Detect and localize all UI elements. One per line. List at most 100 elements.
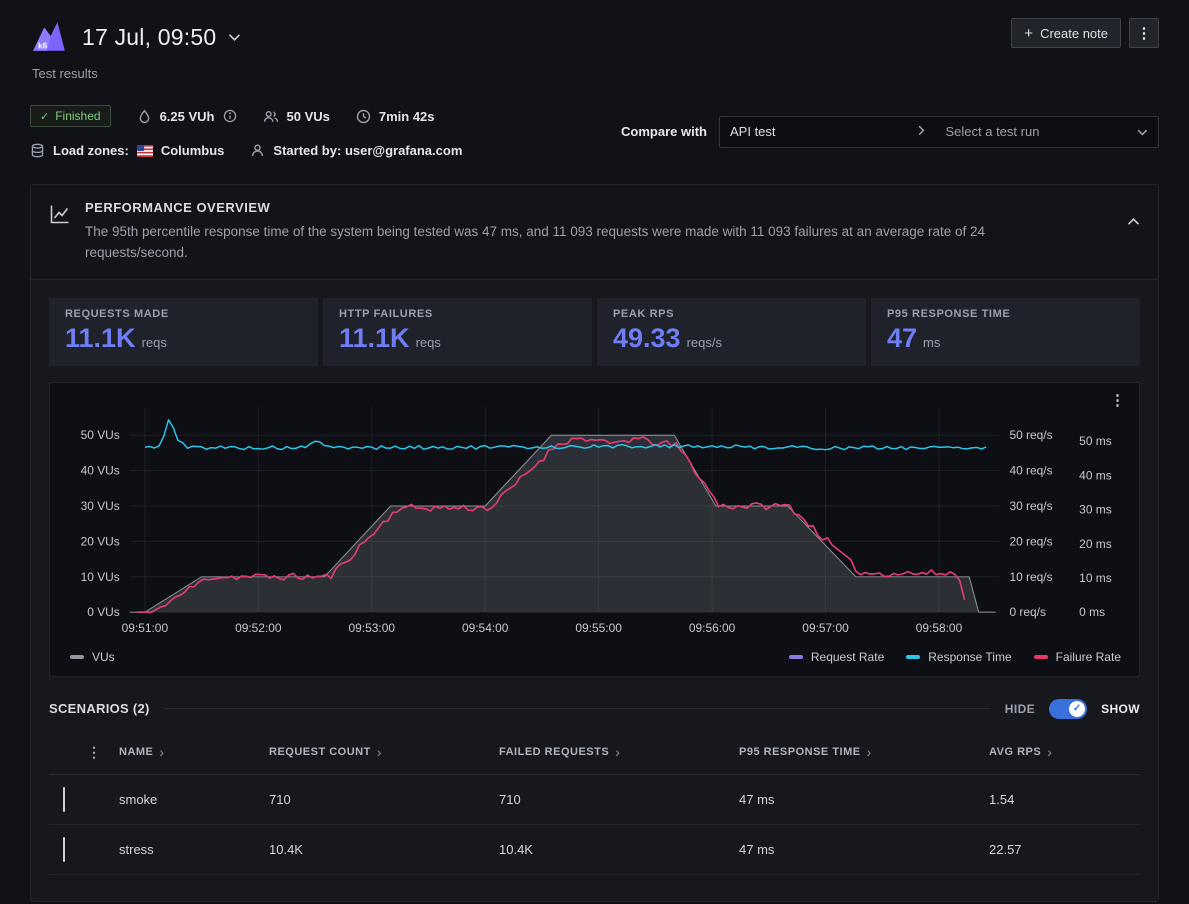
clock-icon bbox=[356, 109, 371, 124]
svg-text:20 req/s: 20 req/s bbox=[1009, 534, 1052, 548]
column-header-name[interactable]: NAME › bbox=[119, 744, 165, 761]
vuh-value: 6.25 VUh bbox=[159, 108, 215, 124]
table-header-row: ⋮ NAME › REQUEST COUNT › FAILED REQUESTS › … bbox=[49, 731, 1140, 775]
performance-overview-panel: PERFORMANCE OVERVIEW The 95th percentile… bbox=[30, 184, 1159, 902]
legend-label: Response Time bbox=[928, 649, 1012, 664]
scenarios-header: SCENARIOS (2) HIDE ✓ SHOW bbox=[49, 698, 1140, 719]
stat-p95-response-time: P95 RESPONSE TIME 47 ms bbox=[871, 297, 1140, 366]
panel-title: PERFORMANCE OVERVIEW bbox=[85, 200, 271, 215]
show-label[interactable]: SHOW bbox=[1101, 701, 1140, 716]
compare-test-value: API test bbox=[730, 124, 776, 139]
legend-swatch bbox=[70, 654, 84, 659]
svg-text:09:51:00: 09:51:00 bbox=[122, 621, 169, 635]
compare-group: Compare with API test Select a test run bbox=[621, 115, 1159, 148]
stat-http-failures: HTTP FAILURES 11.1K reqs bbox=[323, 297, 592, 366]
chart-kebab-menu[interactable]: ⋮ bbox=[1110, 391, 1125, 409]
sort-icon: › bbox=[615, 744, 621, 761]
cell-avg-rps: 1.54 bbox=[989, 791, 1015, 807]
svg-text:40 ms: 40 ms bbox=[1079, 468, 1112, 482]
database-icon bbox=[30, 143, 45, 158]
legend-item-request-rate[interactable]: Request Rate bbox=[788, 649, 885, 664]
cell-name: smoke bbox=[119, 791, 158, 807]
stat-value: 11.1K bbox=[339, 322, 410, 353]
column-header-request-count[interactable]: REQUEST COUNT › bbox=[269, 744, 383, 761]
load-zones: Load zones: Columbus bbox=[30, 143, 224, 158]
vuh-metric: 6.25 VUh bbox=[137, 109, 237, 124]
stat-requests-made: REQUESTS MADE 11.1K reqs bbox=[49, 297, 318, 366]
legend-right: Request Rate Response Time Failure Rate bbox=[788, 649, 1121, 664]
stat-value: 47 bbox=[887, 322, 918, 353]
scenarios-table: ⋮ NAME › REQUEST COUNT › FAILED REQUESTS › … bbox=[49, 731, 1140, 883]
performance-chart[interactable]: 0 VUs 0 req/s 0 ms 10 VUs 10 req/s 10 ms 20 VU… bbox=[58, 393, 1131, 648]
column-header-failed-requests[interactable]: FAILED REQUESTS › bbox=[499, 744, 621, 761]
svg-text:10 VUs: 10 VUs bbox=[81, 570, 120, 584]
cell-failed-requests: 10.4K bbox=[499, 841, 533, 857]
legend-label: VUs bbox=[92, 649, 115, 664]
legend-item-vus[interactable]: VUs bbox=[70, 650, 115, 664]
svg-text:09:58:00: 09:58:00 bbox=[916, 621, 963, 635]
column-header-avg-rps[interactable]: AVG RPS › bbox=[989, 744, 1053, 761]
stat-unit: reqs bbox=[415, 334, 441, 350]
header-kebab-menu-button[interactable]: ⋮ bbox=[1129, 18, 1159, 48]
collapse-chevron-up-icon[interactable] bbox=[1127, 214, 1140, 229]
svg-text:09:52:00: 09:52:00 bbox=[235, 621, 282, 635]
column-header-p95-response-time[interactable]: P95 RESPONSE TIME › bbox=[739, 744, 872, 761]
svg-text:0 VUs: 0 VUs bbox=[87, 605, 120, 619]
legend-label: Failure Rate bbox=[1055, 649, 1121, 664]
users-icon bbox=[263, 109, 279, 124]
started-by-value: user@grafana.com bbox=[344, 143, 463, 158]
legend-left: VUs bbox=[70, 650, 115, 664]
svg-text:09:53:00: 09:53:00 bbox=[349, 621, 396, 635]
svg-text:40 VUs: 40 VUs bbox=[81, 463, 120, 477]
panel-description: The 95th percentile response time of the… bbox=[85, 224, 986, 260]
svg-text:30 VUs: 30 VUs bbox=[81, 499, 120, 513]
stat-value: 11.1K bbox=[65, 322, 136, 353]
row-accent bbox=[63, 786, 65, 812]
show-toggle[interactable]: ✓ bbox=[1049, 698, 1088, 719]
compare-label: Compare with bbox=[621, 124, 707, 139]
svg-text:50 ms: 50 ms bbox=[1079, 434, 1112, 448]
cell-request-count: 710 bbox=[269, 791, 291, 807]
table-kebab-icon[interactable]: ⋮ bbox=[87, 743, 102, 760]
cell-p95-response-time: 47 ms bbox=[739, 791, 775, 807]
svg-text:20 ms: 20 ms bbox=[1079, 537, 1112, 551]
hide-label[interactable]: HIDE bbox=[1004, 701, 1036, 716]
person-icon bbox=[250, 143, 265, 158]
chart-icon bbox=[49, 203, 71, 228]
cell-request-count: 10.4K bbox=[269, 841, 303, 857]
toggle-knob: ✓ bbox=[1069, 700, 1086, 717]
vus-metric: 50 VUs bbox=[263, 109, 330, 124]
cell-p95-response-time: 47 ms bbox=[739, 841, 775, 857]
table-row[interactable]: stress 10.4K 10.4K 47 ms 22.57 bbox=[49, 825, 1140, 875]
create-note-label: Create note bbox=[1040, 25, 1108, 41]
duration-value: 7min 42s bbox=[378, 108, 435, 124]
legend-item-failure-rate[interactable]: Failure Rate bbox=[1033, 649, 1121, 664]
row-accent bbox=[63, 836, 65, 862]
toggle-check-icon: ✓ bbox=[1072, 703, 1082, 715]
page-header: k6 17 Jul, 09:50 + Create note ⋮ bbox=[30, 18, 1159, 56]
legend-item-response-time[interactable]: Response Time bbox=[906, 649, 1012, 664]
status-label: Finished bbox=[55, 109, 101, 123]
legend-label: Request Rate bbox=[810, 649, 885, 664]
svg-text:0 ms: 0 ms bbox=[1079, 605, 1105, 619]
table-row[interactable]: smoke 710 710 47 ms 1.54 bbox=[49, 775, 1140, 825]
svg-text:09:57:00: 09:57:00 bbox=[802, 621, 849, 635]
cell-failed-requests: 710 bbox=[499, 791, 521, 807]
load-zones-label: Load zones: bbox=[53, 143, 129, 158]
cell-name: stress bbox=[119, 841, 154, 857]
info-icon[interactable] bbox=[223, 109, 237, 123]
title-chevron-down-icon[interactable] bbox=[228, 30, 241, 45]
create-note-button[interactable]: + Create note bbox=[1011, 18, 1121, 48]
svg-text:50 req/s: 50 req/s bbox=[1009, 428, 1052, 442]
sort-icon: › bbox=[159, 744, 165, 761]
load-zone-value: Columbus bbox=[160, 143, 225, 158]
panel-header[interactable]: PERFORMANCE OVERVIEW The 95th percentile… bbox=[31, 185, 1158, 280]
legend-swatch bbox=[906, 654, 921, 659]
k6-logo: k6 bbox=[30, 18, 68, 56]
compare-test-select[interactable]: API test bbox=[720, 117, 935, 147]
compare-run-select[interactable]: Select a test run bbox=[935, 117, 1158, 147]
svg-text:30 ms: 30 ms bbox=[1079, 502, 1112, 516]
svg-text:50 VUs: 50 VUs bbox=[81, 428, 120, 442]
us-flag-icon bbox=[136, 144, 153, 157]
